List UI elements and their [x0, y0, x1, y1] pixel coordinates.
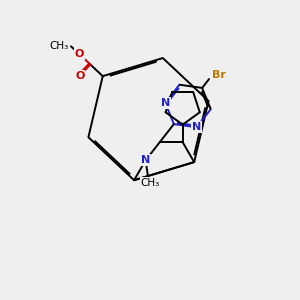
Text: O: O [75, 70, 85, 81]
Text: Br: Br [212, 70, 226, 80]
Text: N: N [192, 122, 201, 132]
Text: CH₃: CH₃ [141, 178, 160, 188]
Text: N: N [160, 98, 170, 108]
Text: N: N [141, 155, 150, 165]
Text: O: O [74, 49, 84, 59]
Text: CH₃: CH₃ [50, 41, 69, 51]
